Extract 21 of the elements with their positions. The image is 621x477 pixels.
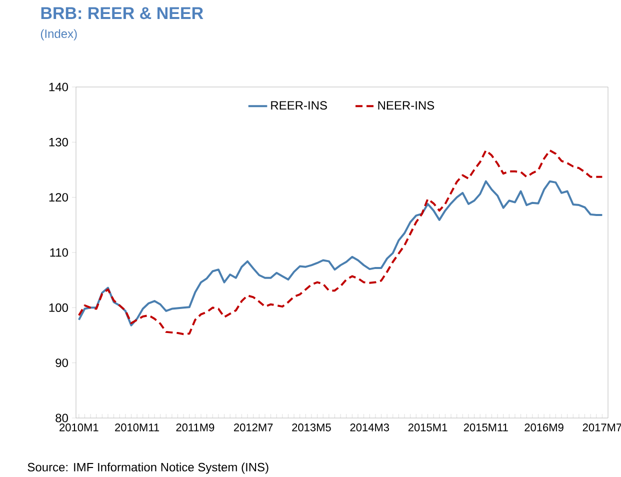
x-tick-label: 2010M1 xyxy=(60,424,98,432)
x-tick-label: 2013M5 xyxy=(292,424,331,432)
y-tick-label: 90 xyxy=(56,358,68,368)
x-tick-label: 2012M7 xyxy=(234,424,273,432)
x-tick-label: 2014M3 xyxy=(350,424,390,432)
source-note: Source: IMF Information Notice System (INS) xyxy=(28,462,268,474)
y-tick-label: 120 xyxy=(49,193,68,202)
x-tick-label: 2011M9 xyxy=(176,424,214,432)
chart-subtitle: (Index) xyxy=(40,29,77,40)
legend-label: NEER-INS xyxy=(378,101,434,110)
x-tick-label: 2010M11 xyxy=(115,424,160,432)
y-tick-label: 80 xyxy=(56,414,68,422)
x-tick-label: 2015M11 xyxy=(464,424,508,432)
y-tick-label: 110 xyxy=(50,248,68,257)
y-tick-label: 140 xyxy=(49,82,68,92)
y-tick-label: 130 xyxy=(49,138,68,146)
x-tick-label: 2015M1 xyxy=(408,424,448,432)
legend-label: REER-INS xyxy=(271,101,327,110)
x-tick-label: 2016M9 xyxy=(524,424,564,432)
y-tick-label: 100 xyxy=(49,303,68,312)
chart-title: BRB: REER & NEER xyxy=(41,7,204,20)
